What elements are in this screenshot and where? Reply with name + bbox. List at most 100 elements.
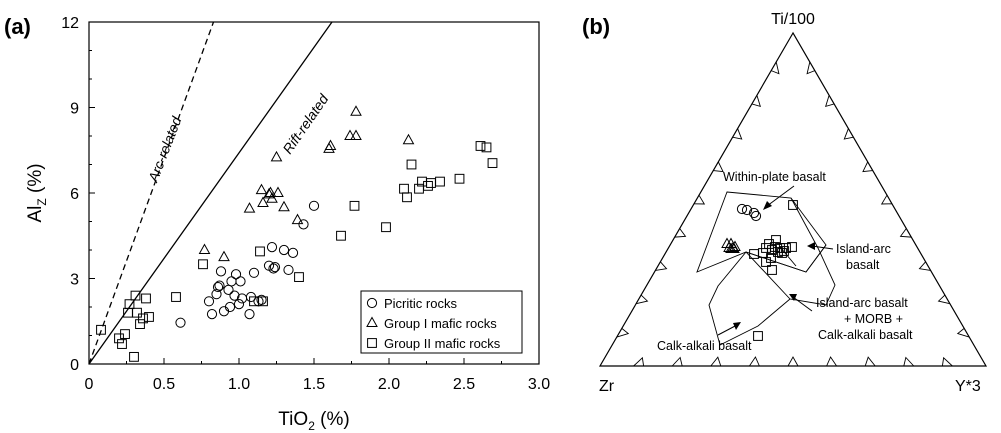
circle-point bbox=[283, 264, 294, 276]
ternary-tick bbox=[956, 328, 970, 338]
triangle-point bbox=[324, 139, 337, 150]
y-axis-title-sub: Z bbox=[35, 198, 49, 205]
ternary-square-point bbox=[767, 265, 777, 275]
square-point bbox=[171, 292, 181, 302]
legend-square-marker bbox=[367, 338, 377, 348]
ternary-tick bbox=[713, 161, 724, 173]
vertex-right-label: Y*3 bbox=[955, 378, 981, 395]
triangle-point bbox=[272, 186, 284, 197]
calk-alkali-field bbox=[708, 251, 791, 346]
ternary-square-point bbox=[767, 245, 777, 255]
triangle-point bbox=[266, 192, 278, 203]
square-point bbox=[336, 230, 346, 241]
x-tick-label: 1.5 bbox=[303, 376, 325, 393]
x-tick-label: 0 bbox=[85, 376, 94, 393]
island-arc-label-2: basalt bbox=[846, 258, 880, 272]
ternary-square-point bbox=[761, 257, 771, 267]
square-point bbox=[144, 312, 154, 322]
x-axis: 0 0.5 1.0 1.5 2.0 2.5 3.0 bbox=[85, 358, 550, 393]
circle-point bbox=[229, 290, 240, 301]
triangle-point bbox=[350, 129, 362, 140]
circle-point bbox=[212, 281, 224, 293]
triangle-point bbox=[257, 196, 269, 207]
ternary-tick bbox=[937, 294, 951, 305]
ternary-tick bbox=[655, 261, 668, 271]
rift-related-label: Rift-related bbox=[279, 90, 332, 156]
circle-point bbox=[269, 262, 281, 273]
ternary-frame bbox=[598, 31, 988, 367]
x-tick-label: 3.0 bbox=[528, 376, 550, 393]
circle-point bbox=[215, 266, 227, 277]
ternary-square-point bbox=[788, 200, 798, 210]
square-point bbox=[454, 173, 465, 184]
square-point bbox=[135, 319, 145, 330]
circle-point bbox=[266, 242, 278, 253]
legend-triangle-marker bbox=[366, 316, 378, 327]
legend-entry: Group II mafic rocks bbox=[384, 336, 501, 351]
ternary-tick bbox=[880, 194, 893, 205]
field-annotations: Within-plate basalt Island-arc basalt Is… bbox=[657, 170, 913, 353]
x-axis-title-main: TiO bbox=[278, 409, 308, 430]
ternary-circle-point bbox=[741, 204, 753, 216]
ternary-triangle-point bbox=[727, 241, 739, 252]
square-point bbox=[475, 141, 486, 151]
triangle-point bbox=[198, 243, 211, 254]
triangle-point bbox=[350, 105, 362, 116]
square-point bbox=[141, 293, 151, 304]
island-arc-label-1: Island-arc bbox=[836, 242, 891, 256]
y-tick-label: 3 bbox=[70, 272, 79, 289]
island-arc-arrowhead bbox=[807, 242, 815, 250]
ternary-tick bbox=[806, 61, 815, 75]
ternary-tick bbox=[771, 61, 780, 75]
ternary-square-point bbox=[787, 242, 797, 252]
combo-label-3: Calk-alkali basalt bbox=[818, 328, 913, 342]
ternary-tick bbox=[633, 356, 645, 367]
ternary-ticks bbox=[616, 61, 970, 367]
ternary-circle-point bbox=[748, 207, 760, 219]
x-tick-label: 1.0 bbox=[228, 376, 250, 393]
square-point bbox=[129, 351, 139, 362]
triangle-point bbox=[344, 129, 356, 140]
circle-point bbox=[236, 293, 248, 304]
x-axis-title: TiO2 (%) bbox=[278, 409, 349, 433]
ternary-tick bbox=[787, 356, 799, 367]
within-plate-arrowhead bbox=[763, 201, 772, 210]
data-points bbox=[96, 105, 498, 362]
x-axis-title-unit: (%) bbox=[315, 409, 350, 430]
square-point bbox=[435, 176, 445, 187]
circle-point bbox=[256, 294, 267, 305]
square-point bbox=[381, 222, 391, 233]
legend: Picritic rocks Group I mafic rocks Group I… bbox=[360, 290, 523, 354]
circle-point bbox=[203, 296, 215, 307]
reference-lines bbox=[88, 21, 333, 365]
triangle-point bbox=[270, 150, 283, 162]
circle-point bbox=[268, 263, 279, 274]
circle-point bbox=[214, 280, 225, 291]
triangle-point bbox=[402, 133, 415, 145]
circle-point bbox=[230, 269, 242, 280]
square-point bbox=[402, 192, 412, 203]
square-point bbox=[132, 307, 142, 318]
square-point bbox=[349, 200, 360, 211]
circle-point bbox=[248, 267, 260, 278]
ternary-square-point bbox=[781, 243, 791, 253]
square-point bbox=[426, 178, 436, 188]
legend-box bbox=[360, 290, 523, 354]
ternary-circle-point bbox=[736, 203, 748, 215]
combo-arrowhead bbox=[789, 294, 797, 301]
circle-point bbox=[308, 200, 320, 211]
square-point bbox=[255, 246, 265, 257]
square-point bbox=[124, 299, 135, 310]
within-plate-arrow bbox=[766, 185, 795, 207]
square-point bbox=[117, 339, 127, 349]
y-axis: 0 3 6 9 12 bbox=[61, 15, 95, 374]
circle-point bbox=[223, 284, 234, 295]
ternary-triangle-point bbox=[725, 242, 737, 253]
rift-related-line bbox=[88, 21, 333, 365]
ternary-tick bbox=[693, 194, 706, 205]
ternary-tick bbox=[635, 294, 649, 305]
circle-point bbox=[298, 219, 309, 230]
panel-a: (a) Arc-related Rift-related 0 0.5 1.0 1.5 2… bbox=[4, 14, 550, 433]
ternary-tick bbox=[899, 228, 912, 238]
square-point bbox=[96, 324, 106, 335]
